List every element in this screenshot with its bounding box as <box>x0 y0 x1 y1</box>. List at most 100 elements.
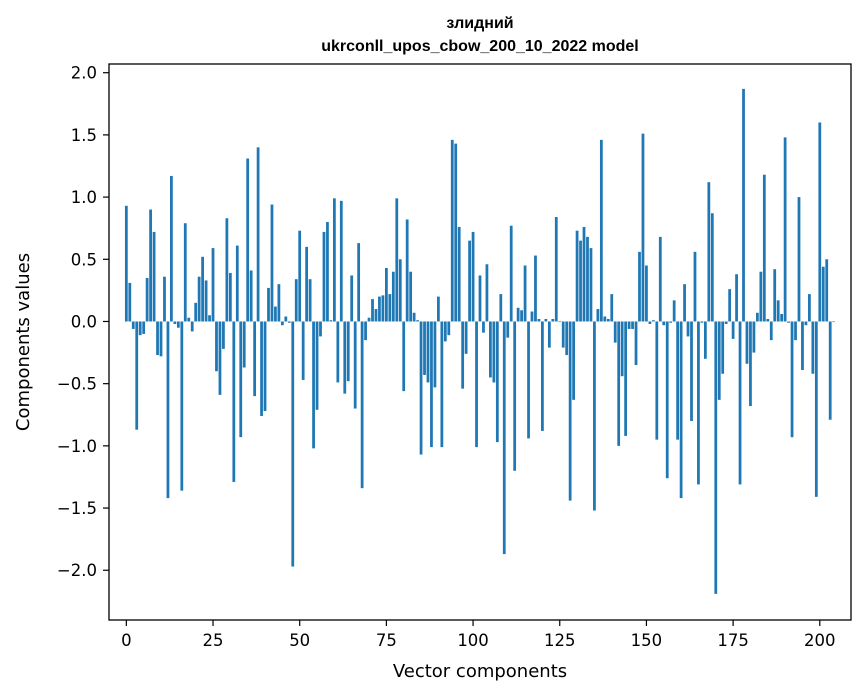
bar-192 <box>790 321 794 438</box>
bar-132 <box>582 226 586 322</box>
bar-31 <box>232 321 236 482</box>
bar-47 <box>287 321 291 323</box>
bar-55 <box>315 321 319 410</box>
bar-165 <box>697 321 700 485</box>
bar-150 <box>645 265 648 322</box>
bar-146 <box>631 321 634 329</box>
bar-15 <box>176 321 180 328</box>
bar-12 <box>166 321 170 499</box>
bar-112 <box>513 321 517 471</box>
bar-75 <box>385 267 388 322</box>
bar-87 <box>426 321 430 383</box>
bar-162 <box>686 321 690 337</box>
bar-23 <box>204 280 208 322</box>
bar-32 <box>235 245 239 322</box>
bar-136 <box>596 309 600 322</box>
bar-97 <box>461 321 465 389</box>
bar-154 <box>658 236 662 322</box>
bar-188 <box>776 300 780 322</box>
chart-title-line2: ukrconll_upos_cbow_200_10_2022 model <box>321 38 638 55</box>
bar-158 <box>672 300 676 322</box>
bar-142 <box>617 321 621 446</box>
bar-164 <box>693 251 697 322</box>
bar-68 <box>360 321 364 489</box>
bar-203 <box>828 321 832 420</box>
bar-118 <box>534 255 537 322</box>
x-tick-label: 75 <box>376 631 397 650</box>
bar-121 <box>544 318 548 322</box>
bar-46 <box>284 316 288 322</box>
bar-201 <box>821 266 825 322</box>
bar-157 <box>669 321 673 323</box>
bar-14 <box>173 321 177 324</box>
bar-174 <box>728 289 732 322</box>
bar-135 <box>593 321 596 511</box>
chart-title-line1: злидний <box>446 15 513 32</box>
bar-4 <box>138 321 142 336</box>
bar-83 <box>412 312 416 322</box>
bar-148 <box>638 251 641 322</box>
x-tick-label: 175 <box>717 631 749 650</box>
bar-182 <box>756 312 759 322</box>
bar-9 <box>156 321 159 356</box>
bar-127 <box>565 321 569 356</box>
bar-78 <box>395 198 399 322</box>
bar-166 <box>700 321 704 323</box>
bar-167 <box>703 321 707 359</box>
bar-111 <box>509 225 513 322</box>
x-tick-label: 0 <box>121 631 132 650</box>
bar-198 <box>811 321 815 374</box>
y-tick-label: −0.5 <box>57 375 97 394</box>
x-tick-label: 150 <box>631 631 663 650</box>
bar-184 <box>762 174 766 322</box>
bar-196 <box>804 321 808 326</box>
bar-66 <box>353 321 357 409</box>
bar-93 <box>447 321 451 336</box>
bar-57 <box>322 231 326 322</box>
bars-group <box>124 88 836 594</box>
bar-82 <box>409 271 413 322</box>
bar-137 <box>599 139 603 322</box>
bar-42 <box>270 204 274 322</box>
bar-92 <box>443 321 447 342</box>
bar-147 <box>634 321 638 366</box>
bar-0 <box>124 205 128 322</box>
bar-186 <box>769 321 773 341</box>
bar-200 <box>818 122 822 322</box>
bar-141 <box>613 321 617 343</box>
bar-195 <box>801 321 804 370</box>
bar-133 <box>586 236 589 322</box>
bar-155 <box>662 321 666 326</box>
bar-81 <box>405 219 409 322</box>
bar-104 <box>485 264 489 322</box>
bar-65 <box>350 275 354 322</box>
bar-64 <box>346 321 350 382</box>
bar-73 <box>378 296 381 322</box>
bar-91 <box>440 321 444 448</box>
plot-frame <box>108 63 852 621</box>
bar-76 <box>388 294 392 322</box>
bar-107 <box>495 321 499 443</box>
bar-70 <box>367 317 371 322</box>
y-tick-label: −2.0 <box>57 561 97 580</box>
bar-16 <box>180 321 184 491</box>
bar-59 <box>329 320 333 322</box>
bar-72 <box>374 309 378 322</box>
bar-120 <box>541 321 544 431</box>
bar-190 <box>783 137 787 322</box>
bar-74 <box>381 295 385 322</box>
bar-11 <box>163 276 166 322</box>
bar-58 <box>326 221 329 322</box>
bar-202 <box>825 259 829 322</box>
bar-50 <box>298 230 302 322</box>
bar-191 <box>787 321 790 323</box>
bar-116 <box>527 321 530 439</box>
y-axis-label: Components values <box>13 253 34 431</box>
bar-124 <box>554 216 558 322</box>
bar-8 <box>152 231 156 322</box>
bar-160 <box>679 321 683 499</box>
bar-199 <box>814 321 818 497</box>
bar-204 <box>832 321 836 323</box>
bar-115 <box>523 265 527 322</box>
bar-35 <box>246 158 250 322</box>
